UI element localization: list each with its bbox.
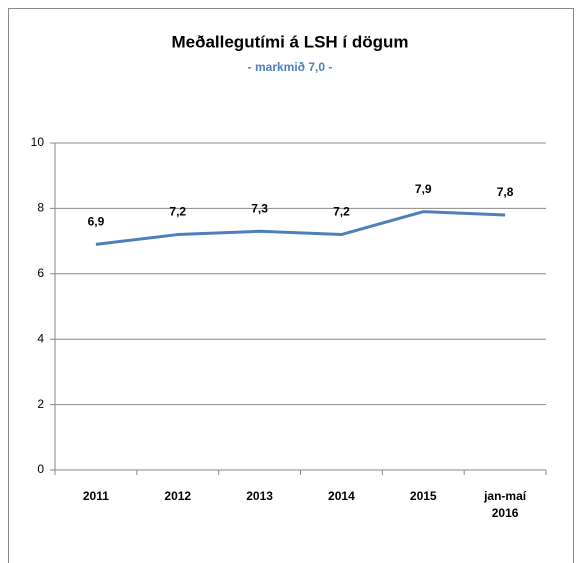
chart-frame xyxy=(8,8,574,563)
data-label: 7,3 xyxy=(251,201,268,215)
y-tick-label: 6 xyxy=(37,266,44,280)
x-tick-label: jan-maí 2016 xyxy=(484,489,527,520)
line xyxy=(95,210,506,246)
y-tick-label: 10 xyxy=(31,135,45,149)
chart-subtitle: - markmið 7,0 - xyxy=(248,60,333,74)
data-label: 7,2 xyxy=(333,205,350,219)
y-tick-label: 0 xyxy=(37,462,44,476)
data-label: 7,2 xyxy=(169,205,186,219)
x-tick-label: 2015 xyxy=(409,489,437,503)
data-label: 7,8 xyxy=(497,185,514,199)
chart-title: Meðallegutími á LSH í dögum xyxy=(171,32,408,51)
x-tick-label: 2014 xyxy=(328,489,355,503)
y-tick-label: 8 xyxy=(37,201,44,215)
x-tick-label: 2012 xyxy=(164,489,192,503)
y-tick-label: 4 xyxy=(37,331,44,345)
y-tick-label: 2 xyxy=(37,397,44,411)
data-label: 6,9 xyxy=(88,215,105,229)
data-label: 7,9 xyxy=(415,182,432,196)
x-tick-label: 2011 xyxy=(82,489,109,503)
x-tick-label: 2013 xyxy=(246,489,273,503)
